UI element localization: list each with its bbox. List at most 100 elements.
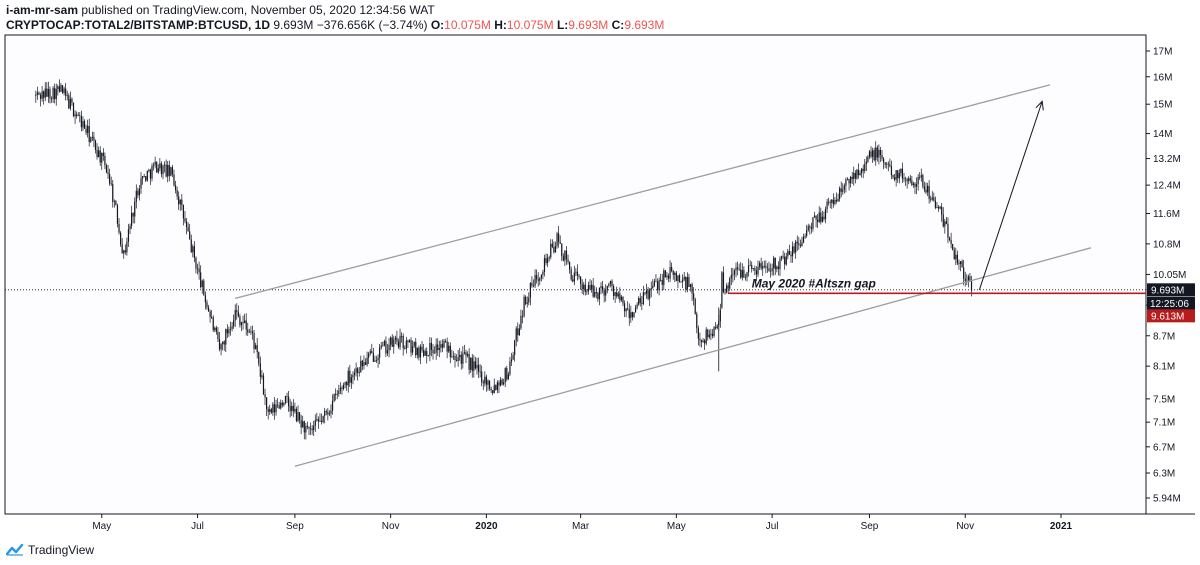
- candle-body: [292, 405, 294, 412]
- time-tick-label: Nov: [382, 521, 400, 532]
- candle-body: [806, 230, 808, 236]
- candle-body: [793, 246, 795, 253]
- price-tick-label: 7.1M: [1153, 418, 1175, 429]
- candle-body: [859, 173, 861, 176]
- candle-body: [554, 245, 557, 253]
- candle-body: [229, 328, 232, 330]
- candle-body: [914, 183, 916, 187]
- candle-body: [36, 92, 38, 95]
- candle-body: [545, 258, 547, 263]
- candle-body: [967, 276, 969, 282]
- candle-body: [897, 170, 899, 179]
- candle-body: [222, 341, 224, 345]
- author-name[interactable]: i-am-mr-sam: [6, 3, 79, 17]
- candle-body: [848, 179, 850, 184]
- plot-area[interactable]: [4, 34, 1147, 515]
- candle-body: [688, 277, 690, 287]
- ohlc-legend: CRYPTOCAP:TOTAL2/BITSTAMP:BTCUSD, 1D 9.6…: [6, 18, 664, 32]
- candle-body: [926, 185, 929, 193]
- candle-body: [708, 334, 710, 338]
- candle-body: [729, 278, 731, 289]
- candle-body: [564, 250, 566, 261]
- candle-body: [625, 308, 627, 312]
- candle-body: [187, 227, 189, 232]
- candle-body: [649, 289, 651, 299]
- candle-body: [123, 250, 125, 254]
- candle-body: [719, 309, 721, 322]
- candle-body: [465, 352, 467, 356]
- candle-body: [399, 335, 401, 348]
- candle-body: [152, 165, 155, 167]
- candle-body: [936, 206, 938, 208]
- candle-body: [127, 229, 130, 242]
- candle-body: [204, 295, 206, 303]
- candle-body: [705, 329, 707, 344]
- candle-body: [829, 202, 831, 203]
- candle-body: [840, 188, 842, 192]
- candle-body: [233, 320, 235, 327]
- candle-body: [352, 375, 354, 378]
- candle-body: [220, 344, 222, 350]
- candle-body: [179, 199, 181, 205]
- candle-body: [385, 341, 387, 354]
- candle-body: [276, 404, 279, 406]
- candle-body: [278, 405, 280, 409]
- candle-body: [870, 151, 872, 157]
- candle-body: [212, 317, 214, 331]
- candle-body: [575, 271, 577, 273]
- candle-body: [850, 176, 852, 184]
- candle-body: [286, 395, 288, 397]
- price-tick-label: 6.3M: [1153, 468, 1175, 479]
- candle-body: [484, 376, 486, 384]
- candle-body: [410, 340, 412, 353]
- candle-body: [674, 272, 676, 275]
- candle-body: [112, 184, 114, 202]
- projection-arrow[interactable]: [978, 100, 1044, 290]
- candle-body: [664, 270, 666, 278]
- candle-body: [716, 325, 718, 329]
- candle-body: [779, 258, 781, 270]
- price-scale[interactable]: 17M 16M 15M 14M 13.2M 12.4M 11.6M 10.8M 10.05M 9.…: [1146, 47, 1186, 505]
- candle-body: [757, 266, 759, 275]
- footer-branding[interactable]: TradingView: [6, 543, 94, 557]
- candle-body: [269, 409, 271, 412]
- candle-body: [104, 156, 106, 166]
- channel-lower-line[interactable]: [294, 247, 1092, 467]
- channel-upper-line[interactable]: [235, 84, 1051, 300]
- candle-body: [107, 172, 109, 175]
- candle-body: [909, 178, 911, 181]
- candle-body: [115, 201, 117, 206]
- candle-body: [817, 219, 819, 222]
- open-label: O:: [430, 18, 445, 32]
- candle-body: [736, 267, 739, 269]
- candle-body: [802, 236, 805, 243]
- candle-body: [608, 283, 610, 287]
- candle-body: [773, 257, 775, 268]
- candle-body: [308, 426, 310, 429]
- candle-body: [763, 265, 765, 267]
- candle-body: [683, 276, 685, 280]
- candle-body: [964, 278, 966, 282]
- candle-body: [441, 344, 444, 348]
- candle-body: [581, 283, 583, 290]
- candle-body: [193, 246, 195, 258]
- candle-body: [875, 147, 877, 161]
- candle-body: [303, 421, 305, 433]
- candle-body: [156, 161, 158, 173]
- candle-body: [357, 368, 359, 373]
- candle-body: [355, 368, 357, 373]
- time-scale[interactable]: May Jul Sep Nov 2020 Mar May Jul Sep Nov 2021: [92, 514, 1073, 532]
- gap-annotation[interactable]: May 2020 #Altszn gap: [752, 276, 876, 290]
- last-price-tag: [1147, 283, 1195, 297]
- candle-body: [746, 272, 748, 278]
- candle-body: [446, 341, 448, 352]
- candle-body: [592, 284, 594, 297]
- candle-body: [391, 337, 393, 347]
- candle-body: [380, 345, 382, 348]
- candle-body: [437, 344, 439, 351]
- candle-body: [862, 168, 864, 171]
- candle-body: [818, 212, 820, 222]
- candle-body: [459, 354, 461, 358]
- price-chart[interactable]: May 2020 #Altszn gap 17M 16M 15M 14M 13.2M 12…: [0, 34, 1200, 540]
- candle-body: [601, 286, 604, 291]
